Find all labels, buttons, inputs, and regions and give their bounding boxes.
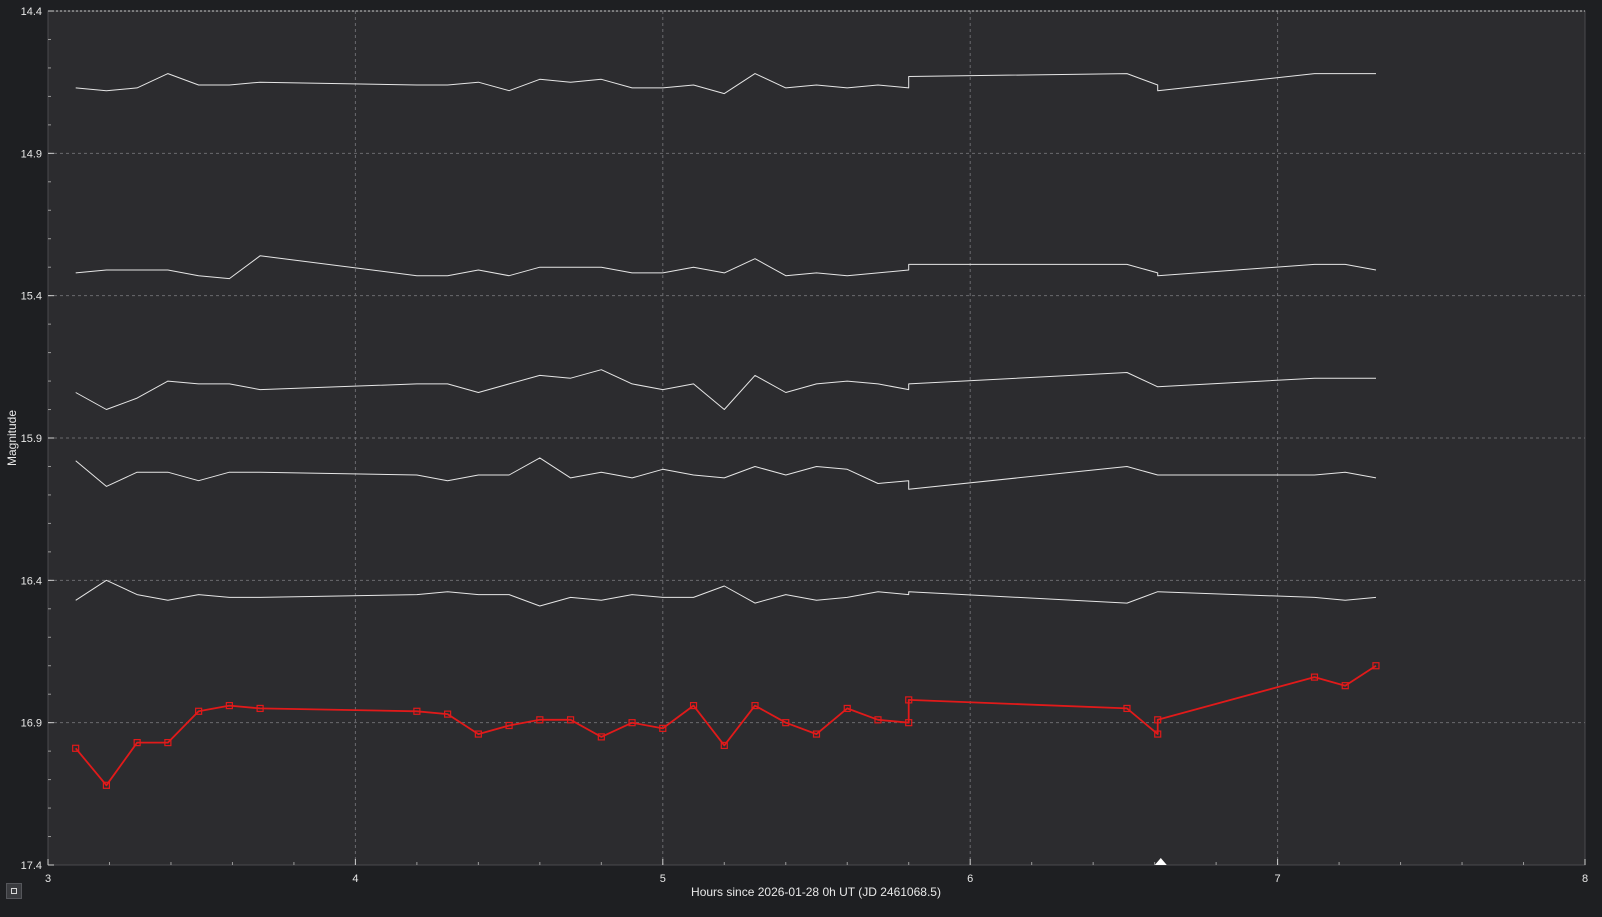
series-1 — [75, 579, 1377, 607]
data-point-marker — [874, 716, 882, 724]
x-tick-label: 5 — [660, 873, 666, 885]
series-line — [75, 579, 1377, 607]
series-0 — [72, 662, 1380, 789]
y-tick-label: 15.4 — [21, 291, 42, 303]
data-point-marker — [843, 704, 851, 713]
data-point-marker — [812, 730, 821, 738]
corner-toggle-button[interactable] — [6, 883, 22, 899]
axes: 3 4 5 6 7 8 14.4 14.9 15.4 15.9 16.4 16.9 17.4 — [21, 6, 1588, 885]
x-axis-title: Hours since 2026-01-28 0h UT (JD 2461068… — [691, 885, 941, 899]
y-tick-label: 14.9 — [21, 148, 42, 160]
data-point-marker — [566, 716, 575, 724]
y-tick-label: 14.4 — [21, 6, 42, 18]
series-3 — [75, 369, 1376, 410]
data-point-marker — [413, 707, 421, 715]
data-point-marker — [751, 701, 759, 710]
series-4 — [75, 255, 1377, 280]
x-tick-label: 8 — [1582, 873, 1588, 885]
data-point-marker — [102, 781, 111, 789]
data-point-marker — [536, 716, 544, 724]
cursor-triangle-icon — [1154, 858, 1167, 865]
x-tick-label: 4 — [352, 873, 358, 885]
data-point-marker — [1123, 704, 1131, 713]
data-point-marker — [659, 724, 667, 732]
x-tick-label: 3 — [45, 873, 51, 885]
data-point-marker — [225, 701, 233, 710]
data-point-marker — [444, 710, 452, 718]
data-point-marker — [689, 701, 698, 710]
y-tick-label: 15.9 — [21, 433, 42, 445]
series-line — [75, 255, 1377, 280]
y-tick-label: 17.4 — [21, 860, 42, 872]
series-line — [75, 73, 1376, 95]
data-point-marker — [597, 733, 605, 741]
data-point-marker — [905, 719, 913, 727]
y-tick-label: 16.4 — [21, 575, 42, 587]
data-point-marker — [1341, 682, 1349, 690]
cursor-marker-layer — [1154, 858, 1167, 865]
y-tick-label: 16.9 — [21, 718, 42, 730]
series-line — [75, 457, 1377, 490]
series-2 — [75, 457, 1377, 490]
x-tick-label: 7 — [1275, 873, 1281, 885]
data-point-marker — [1372, 662, 1380, 670]
data-point-marker — [256, 704, 264, 713]
x-tick-label: 6 — [967, 873, 973, 885]
data-series — [72, 73, 1380, 789]
data-point-marker — [72, 744, 80, 752]
data-point-marker — [628, 719, 636, 727]
data-point-marker — [720, 741, 728, 750]
data-point-marker — [782, 719, 790, 727]
data-point-marker — [133, 738, 141, 747]
series-line — [75, 369, 1376, 410]
data-point-marker — [195, 707, 203, 715]
square-icon — [11, 888, 17, 894]
y-axis-title: Magnitude — [5, 410, 19, 466]
series-line — [75, 664, 1377, 787]
data-point-marker — [905, 696, 913, 704]
data-point-marker — [1310, 673, 1319, 681]
data-point-marker — [164, 738, 172, 747]
data-point-marker — [474, 730, 482, 738]
data-point-marker — [1154, 730, 1162, 738]
data-point-marker — [505, 721, 513, 730]
data-point-marker — [1154, 716, 1162, 724]
series-5 — [75, 73, 1376, 95]
grid-lines — [48, 10, 1585, 865]
